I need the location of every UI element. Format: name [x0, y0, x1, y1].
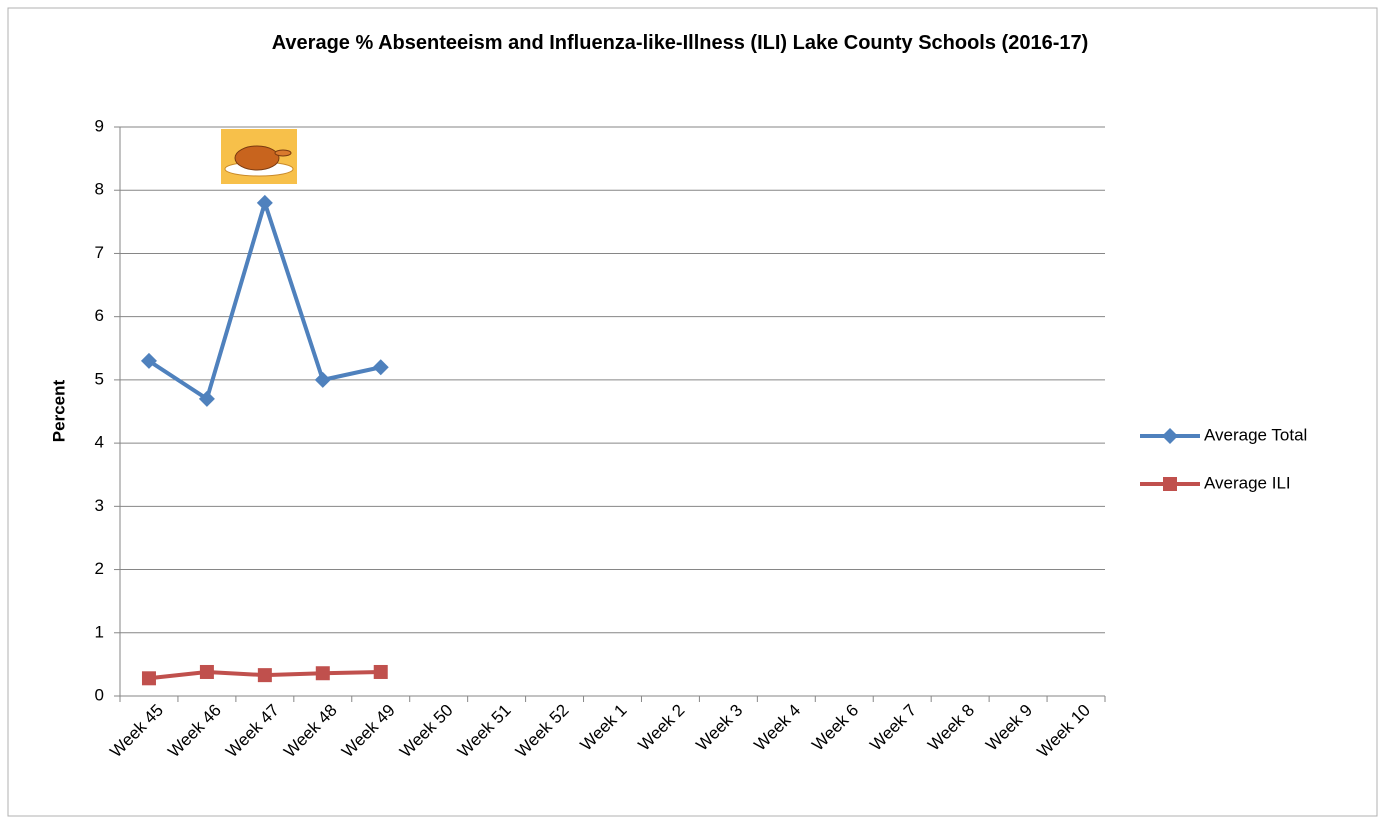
data-point	[372, 359, 389, 376]
y-tick-label: 6	[95, 306, 104, 325]
y-tick-label: 3	[95, 496, 104, 515]
data-point	[314, 371, 331, 388]
y-tick-label: 2	[95, 559, 104, 578]
y-tick-label: 7	[95, 243, 104, 262]
y-tick-label: 8	[95, 180, 104, 199]
data-point	[140, 352, 157, 369]
legend-marker	[1162, 428, 1178, 444]
data-point	[198, 390, 215, 407]
y-tick-label: 1	[95, 622, 104, 641]
data-point	[373, 664, 388, 679]
legend-marker	[1163, 477, 1177, 491]
y-axis-label: Percent	[49, 379, 68, 442]
chart-border	[7, 7, 1378, 817]
y-tick-label: 5	[95, 369, 104, 388]
y-tick-label: 0	[95, 685, 104, 704]
data-point	[141, 671, 156, 686]
turkey-icon	[221, 129, 297, 184]
chart-title: Average % Absenteeism and Influenza-like…	[271, 32, 1089, 54]
data-point	[256, 194, 273, 211]
y-tick-label: 9	[95, 116, 104, 135]
data-point	[257, 668, 272, 683]
legend-label: Average Total	[1204, 425, 1307, 444]
data-point	[315, 666, 330, 681]
data-point	[199, 664, 214, 679]
y-tick-label: 4	[95, 433, 104, 452]
legend-label: Average ILI	[1204, 473, 1291, 492]
